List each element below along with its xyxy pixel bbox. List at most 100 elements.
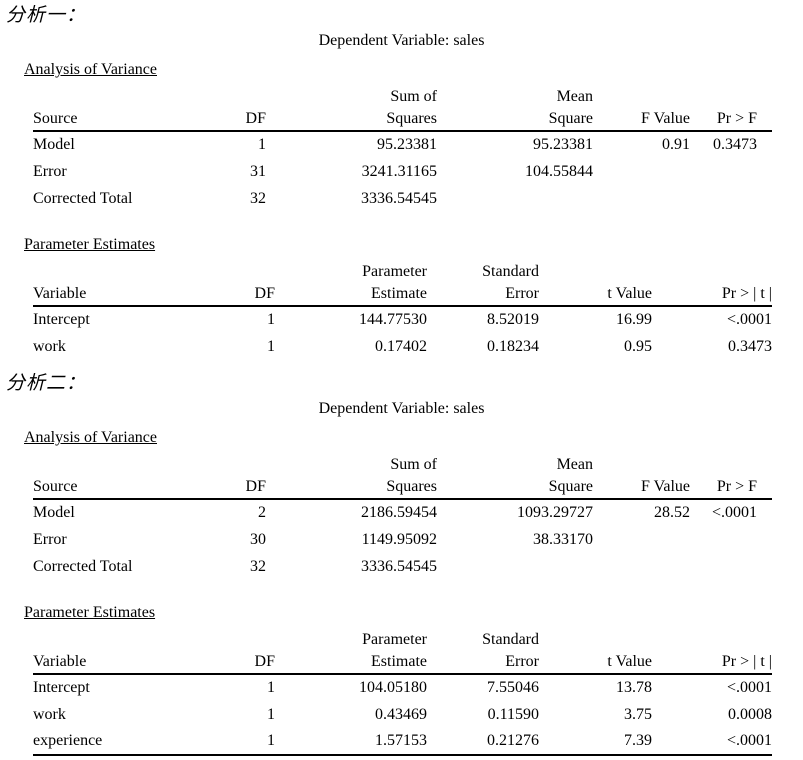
f-cell: 28.52 <box>654 504 690 521</box>
ss-cell: 3241.31165 <box>361 162 437 180</box>
params-header-row-1: Parameter Standard <box>33 628 772 651</box>
stderr-cell: 0.18234 <box>487 337 539 355</box>
stderr-cell: 0.11590 <box>487 705 539 723</box>
f-cell <box>593 185 690 212</box>
estimate-cell: 0.17402 <box>375 337 427 355</box>
f-cell <box>593 553 690 580</box>
df-cell: 1 <box>267 311 275 328</box>
analysis-2-label: 分析二： <box>6 373 87 394</box>
params-heading: Parameter Estimates <box>24 236 156 253</box>
ms-cell: 95.23381 <box>533 136 593 153</box>
anova-header-row-1: Sum of Mean <box>33 453 772 476</box>
header-spacer <box>233 260 275 283</box>
col-header-error: Error <box>427 283 539 307</box>
anova-header-row-1: Sum of Mean <box>33 85 772 108</box>
pr-cell <box>690 526 772 553</box>
stderr-cell: 0.21276 <box>427 728 539 756</box>
pr-cell: <.0001 <box>652 728 772 756</box>
col-header-variable: Variable <box>33 283 233 307</box>
pr-cell: 0.3473 <box>728 337 772 355</box>
df-cell: 1 <box>233 728 275 756</box>
header-spacer <box>593 453 690 476</box>
header-spacer <box>593 85 690 108</box>
anova-header-row-2: Source DF Squares Square F Value Pr > F <box>33 108 772 132</box>
params-heading-wrap: Parameter Estimates <box>24 602 803 624</box>
col-header-parameter: Parameter <box>362 630 427 648</box>
f-cell <box>593 158 690 185</box>
header-spacer <box>652 628 772 651</box>
df-cell: 31 <box>250 162 266 180</box>
header-spacer <box>33 85 233 108</box>
ms-cell: 1093.29727 <box>517 504 593 521</box>
header-spacer <box>690 85 772 108</box>
t-cell: 16.99 <box>616 311 652 328</box>
df-cell: 1 <box>258 136 266 153</box>
estimate-cell: 0.43469 <box>375 705 427 723</box>
ss-cell: 3336.54545 <box>361 557 437 575</box>
t-cell: 0.95 <box>624 337 652 355</box>
header-spacer <box>539 628 652 651</box>
anova-table: Sum of Mean Source DF Squares Square F V… <box>33 85 772 212</box>
col-header-df: DF <box>233 283 275 307</box>
col-header-variable: Variable <box>33 651 233 675</box>
pr-cell: 0.0008 <box>728 705 772 723</box>
analysis-1-label: 分析一： <box>6 5 87 26</box>
col-header-t-value: t Value <box>539 651 652 675</box>
table-row: work 1 0.43469 0.11590 3.75 0.0008 <box>33 701 772 728</box>
df-cell: 1 <box>267 705 275 723</box>
stderr-cell: 7.55046 <box>487 679 539 696</box>
params-heading: Parameter Estimates <box>24 604 156 621</box>
col-header-squares: Squares <box>266 108 437 132</box>
df-cell: 1 <box>267 337 275 355</box>
col-header-df: DF <box>233 108 266 132</box>
ss-cell: 2186.59454 <box>361 504 437 521</box>
dependent-variable-title: Dependent Variable: sales <box>318 400 485 417</box>
table-row: Intercept 1 144.77530 8.52019 16.99 <.00… <box>33 306 772 333</box>
dependent-variable-title: Dependent Variable: sales <box>318 32 485 49</box>
pr-cell: <.0001 <box>726 679 772 696</box>
estimate-cell: 1.57153 <box>275 728 427 756</box>
col-header-standard: Standard <box>482 630 539 648</box>
col-header-pr-f: Pr > F <box>690 476 772 500</box>
source-cell: Model <box>33 504 75 521</box>
table-row: Model 1 95.23381 95.23381 0.91 0.3473 <box>33 131 772 158</box>
ms-cell <box>437 553 593 580</box>
col-header-source: Source <box>33 108 233 132</box>
t-cell: 3.75 <box>624 705 652 723</box>
table-row: work 1 0.17402 0.18234 0.95 0.3473 <box>33 333 772 360</box>
header-spacer <box>33 453 233 476</box>
col-header-sum-of: Sum of <box>390 455 437 473</box>
col-header-t-value: t Value <box>539 283 652 307</box>
col-header-error: Error <box>427 651 539 675</box>
table-row: Model 2 2186.59454 1093.29727 28.52 <.00… <box>33 499 772 526</box>
params-heading-wrap: Parameter Estimates <box>24 234 803 256</box>
parameter-estimates-table: Parameter Standard Variable DF Estimate … <box>33 628 772 756</box>
source-cell: Corrected Total <box>33 189 133 207</box>
ms-cell <box>437 185 593 212</box>
table-row: experience 1 1.57153 0.21276 7.39 <.0001 <box>33 728 772 756</box>
t-cell: 13.78 <box>616 679 652 696</box>
source-cell: Error <box>33 530 67 548</box>
col-header-mean: Mean <box>556 87 593 105</box>
pr-cell <box>690 553 772 580</box>
table-row: Corrected Total 32 3336.54545 <box>33 185 772 212</box>
f-cell <box>593 526 690 553</box>
anova-heading-wrap: Analysis of Variance <box>24 427 803 449</box>
ss-cell: 3336.54545 <box>361 189 437 207</box>
col-header-df: DF <box>233 651 275 675</box>
table-row: Error 31 3241.31165 104.55844 <box>33 158 772 185</box>
header-spacer <box>233 85 266 108</box>
header-spacer <box>233 453 266 476</box>
col-header-pr-t: Pr > | t | <box>652 283 772 307</box>
pr-cell: <.0001 <box>726 311 772 328</box>
analysis-2-section: 分析二： Dependent Variable: sales Analysis … <box>0 368 803 756</box>
df-cell: 2 <box>258 504 266 521</box>
header-spacer <box>33 628 233 651</box>
source-cell: Corrected Total <box>33 557 133 575</box>
table-row: Intercept 1 104.05180 7.55046 13.78 <.00… <box>33 674 772 701</box>
df-cell: 32 <box>250 189 266 207</box>
df-cell: 30 <box>250 530 266 548</box>
analysis-1-section: 分析一： Dependent Variable: sales Analysis … <box>0 0 803 360</box>
variable-cell: Intercept <box>33 311 90 328</box>
